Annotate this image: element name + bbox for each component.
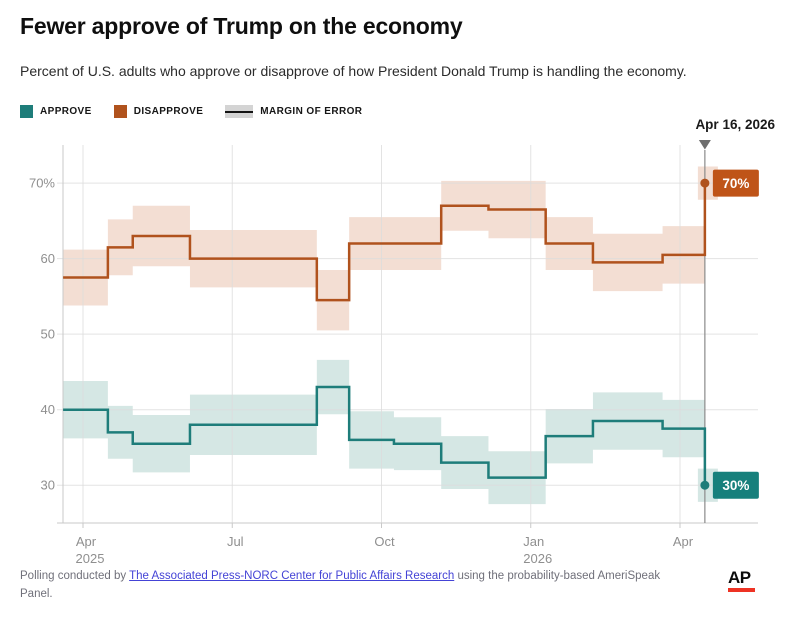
moe-bands (63, 166, 718, 505)
x-tick-label: Jan (523, 534, 544, 549)
end-markers: 70% 30% (700, 169, 759, 499)
legend-item-disapprove: DISAPPROVE (113, 105, 204, 118)
approve-end-dot (700, 480, 710, 490)
chart-subtitle: Percent of U.S. adults who approve or di… (20, 63, 687, 79)
disapprove-line (63, 183, 707, 302)
margin-of-error-swatch-icon (225, 105, 254, 118)
x-tick-label: Apr (76, 534, 97, 549)
legend-item-margin-of-error: MARGIN OF ERROR (225, 105, 362, 118)
source-note: Polling conducted by The Associated Pres… (20, 568, 668, 604)
event-date-label: Apr 16, 2026 (695, 117, 775, 132)
source-note-post: using the probability-based AmeriSpeak P… (20, 570, 661, 600)
y-tick-label: 30 (41, 478, 55, 493)
x-tick-label: Jul (227, 534, 244, 549)
axes: 70% 60 50 40 30 Apr 2025 Jul Oct Jan 2026 Apr (29, 145, 758, 566)
gridlines (57, 145, 758, 523)
disapprove-swatch-icon (113, 105, 127, 118)
y-tick-label: 40 (41, 402, 55, 417)
page-title: Fewer approve of Trump on the economy (20, 13, 463, 39)
approve-swatch-icon (20, 105, 33, 118)
x-tick-label: Apr (673, 534, 694, 549)
legend-disapprove-label: DISAPPROVE (133, 106, 204, 117)
y-tick-label: 50 (41, 327, 55, 342)
ap-logo-text: AP (728, 568, 751, 587)
legend: APPROVE DISAPPROVE MARGIN OF ERROR (20, 105, 362, 118)
source-note-pre: Polling conducted by (20, 570, 130, 582)
y-tick-label: 60 (41, 251, 55, 266)
approve-moe-band (63, 359, 705, 505)
approve-line (63, 385, 707, 486)
event-triangle-icon (698, 140, 711, 150)
disapprove-moe-band (63, 180, 705, 331)
ap-logo-underline (728, 588, 755, 592)
approve-value-label: 30% (722, 478, 749, 493)
x-tick-sublabel: 2025 (76, 551, 105, 566)
y-tick-label: 70% (29, 176, 55, 191)
legend-approve-label: APPROVE (40, 106, 92, 117)
disapprove-end-dot (700, 178, 710, 188)
disapprove-value-badge (712, 169, 759, 197)
ap-norc-link[interactable]: The Associated Press-NORC Center for Pub… (129, 570, 455, 582)
legend-item-approve: APPROVE (20, 105, 92, 118)
x-tick-sublabel: 2026 (523, 551, 552, 566)
x-tick-label: Oct (374, 534, 395, 549)
disapprove-value-label: 70% (722, 176, 749, 191)
series-lines (63, 183, 707, 486)
ap-logo: AP (728, 569, 756, 592)
legend-moe-label: MARGIN OF ERROR (260, 106, 363, 117)
approve-value-badge (712, 471, 759, 499)
